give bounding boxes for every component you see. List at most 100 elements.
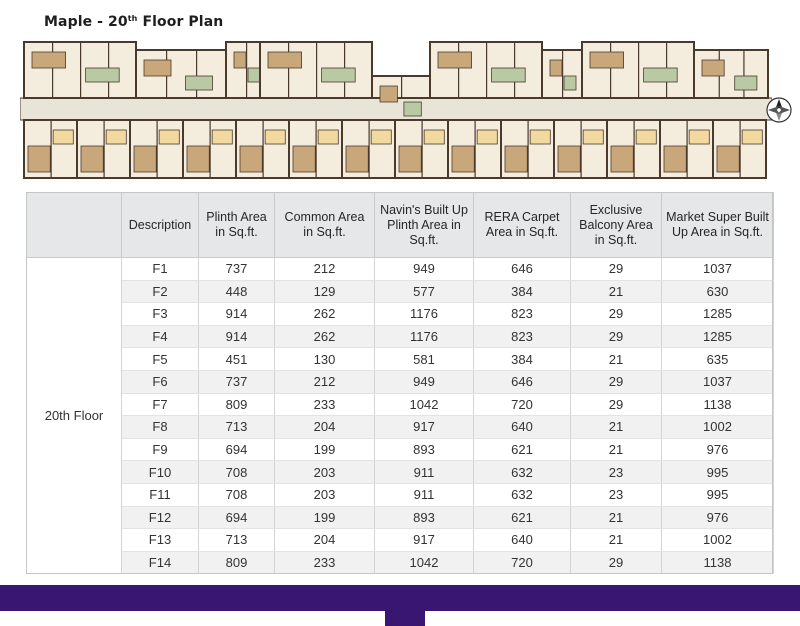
area-table-wrapper: Description Plinth Area in Sq.ft. Common A… [26, 192, 774, 575]
area-value-cell: 917 [374, 528, 474, 552]
plan-room [580, 120, 582, 178]
plan-room [491, 67, 526, 83]
plan-room [133, 145, 157, 173]
area-value-cell: 1042 [374, 393, 474, 417]
area-value-cell: 23 [570, 460, 662, 484]
area-value-cell: 949 [374, 257, 474, 281]
area-value-cell: 911 [374, 483, 474, 507]
plan-room [185, 75, 213, 91]
plan-room [563, 75, 577, 91]
plan-room [50, 120, 52, 178]
plan-room [156, 120, 158, 178]
area-value-cell: 448 [198, 280, 275, 304]
column-header: Navin's Built Up Plinth Area in Sq.ft. [374, 192, 474, 258]
bottom-bar-tab [385, 611, 425, 626]
unit-description-cell: F13 [121, 528, 199, 552]
table-row: F4 914 262 1176 823 29 1285 [27, 325, 774, 349]
plan-room [610, 145, 634, 173]
area-value-cell: 204 [274, 415, 375, 439]
plan-room [317, 129, 339, 145]
area-value-cell: 212 [274, 370, 375, 394]
table-row: F12 694 199 893 621 21 976 [27, 506, 774, 530]
area-value-cell: 384 [473, 280, 571, 304]
area-value-cell: 1037 [661, 370, 774, 394]
plan-room [589, 51, 624, 69]
floor-plan-image [20, 41, 772, 179]
unit-description-cell: F12 [121, 506, 199, 530]
table-row: F5 451 130 581 384 21 635 [27, 347, 774, 371]
area-value-cell: 632 [473, 483, 571, 507]
table-row: F11 708 203 911 632 23 995 [27, 483, 774, 507]
plan-room [379, 85, 398, 103]
table-row: F2 448 129 577 384 21 630 [27, 280, 774, 304]
area-value-cell: 1285 [661, 325, 774, 349]
area-value-cell: 29 [570, 551, 662, 575]
area-value-cell: 694 [198, 506, 275, 530]
area-value-cell: 630 [661, 280, 774, 304]
unit-description-cell: F5 [121, 347, 199, 371]
bottom-bar [0, 585, 800, 611]
plan-room [423, 129, 445, 145]
area-value-cell: 262 [274, 302, 375, 326]
plan-room [458, 42, 460, 98]
plan-room [80, 42, 82, 98]
page-title: Maple - 20th Floor Plan [44, 14, 224, 30]
plan-room [743, 50, 745, 98]
area-value-cell: 1042 [374, 551, 474, 575]
table-header-row: Description Plinth Area in Sq.ft. Common A… [26, 192, 774, 258]
area-value-cell: 995 [661, 483, 774, 507]
area-value-cell: 914 [198, 302, 275, 326]
area-value-cell: 737 [198, 257, 275, 281]
plan-room [345, 145, 369, 173]
area-value-cell: 737 [198, 370, 275, 394]
area-value-cell: 203 [274, 460, 375, 484]
area-value-cell: 29 [570, 393, 662, 417]
plan-room [643, 67, 678, 83]
plan-room [663, 145, 687, 173]
table-row: F8 713 204 917 640 21 1002 [27, 415, 774, 439]
area-value-cell: 640 [473, 415, 571, 439]
area-value-cell: 646 [473, 257, 571, 281]
plan-room [211, 129, 233, 145]
plan-room [582, 129, 604, 145]
area-value-cell: 233 [274, 393, 375, 417]
table-row: F10 708 203 911 632 23 995 [27, 460, 774, 484]
plan-room [321, 67, 356, 83]
area-value-cell: 809 [198, 551, 275, 575]
unit-description-cell: F11 [121, 483, 199, 507]
plan-room [527, 120, 529, 178]
area-value-cell: 893 [374, 506, 474, 530]
column-header: Plinth Area in Sq.ft. [198, 192, 275, 258]
plan-room [686, 120, 688, 178]
area-value-cell: 809 [198, 393, 275, 417]
area-value-cell: 212 [274, 257, 375, 281]
area-value-cell: 713 [198, 415, 275, 439]
plan-room [196, 50, 198, 98]
area-value-cell: 646 [473, 370, 571, 394]
area-value-cell: 21 [570, 528, 662, 552]
plan-room [701, 59, 725, 77]
area-value-cell: 949 [374, 370, 474, 394]
column-header: Market Super Built Up Area in Sq.ft. [661, 192, 774, 258]
area-value-cell: 581 [374, 347, 474, 371]
plan-room [247, 67, 261, 83]
area-value-cell: 21 [570, 280, 662, 304]
area-value-cell: 823 [473, 302, 571, 326]
plan-room [80, 145, 104, 173]
area-value-cell: 262 [274, 325, 375, 349]
area-value-cell: 917 [374, 415, 474, 439]
plan-room [186, 145, 210, 173]
unit-description-cell: F7 [121, 393, 199, 417]
plan-room [529, 129, 551, 145]
plan-room [292, 145, 316, 173]
area-value-cell: 708 [198, 483, 275, 507]
area-value-cell: 21 [570, 438, 662, 462]
area-value-cell: 1037 [661, 257, 774, 281]
table-row: F14 809 233 1042 720 29 1138 [27, 551, 774, 575]
plan-room [239, 145, 263, 173]
table-row: F3 914 262 1176 823 29 1285 [27, 302, 774, 326]
plan-room [368, 120, 370, 178]
area-value-cell: 976 [661, 438, 774, 462]
plan-room [233, 51, 247, 69]
plan-room [557, 145, 581, 173]
